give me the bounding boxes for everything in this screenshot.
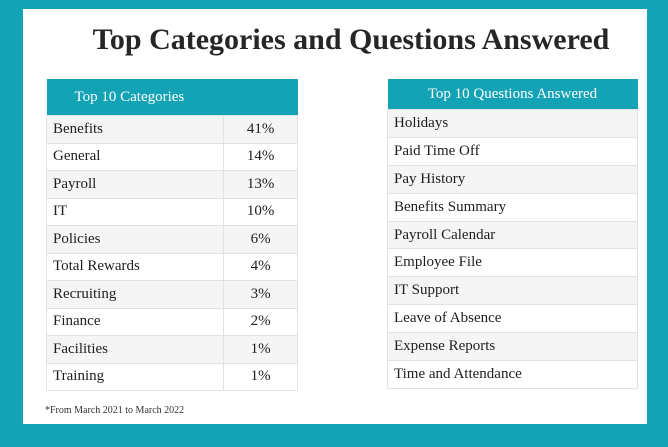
category-name: Benefits: [45, 115, 225, 144]
category-pct: 6%: [223, 225, 298, 254]
category-name: Facilities: [45, 335, 225, 364]
question-item: Paid Time Off: [387, 136, 638, 166]
categories-table: Top 10 Categories Benefits 41% General 14%…: [45, 79, 298, 391]
table-row: Recruiting 3%: [45, 280, 298, 309]
category-pct: 13%: [223, 170, 298, 199]
category-pct: 10%: [223, 197, 298, 226]
slide: Top Categories and Questions Answered To…: [23, 9, 647, 424]
table-row: Benefits Summary: [387, 192, 638, 222]
questions-header: Top 10 Questions Answered: [387, 79, 638, 110]
table-row: Facilities 1%: [45, 335, 298, 364]
table-row: Leave of Absence: [387, 304, 638, 334]
table-row: Time and Attendance: [387, 360, 638, 389]
category-name: Training: [45, 362, 225, 391]
category-pct: 1%: [223, 362, 298, 391]
table-row: Policies 6%: [45, 225, 298, 254]
table-row: Payroll Calendar: [387, 220, 638, 250]
question-item: Payroll Calendar: [387, 220, 638, 250]
question-item: Pay History: [387, 164, 638, 194]
page-title: Top Categories and Questions Answered: [92, 23, 610, 56]
footnote: *From March 2021 to March 2022: [45, 405, 185, 416]
table-row: Expense Reports: [387, 332, 638, 362]
category-name: Policies: [45, 225, 225, 254]
category-name: General: [45, 142, 225, 171]
question-item: Employee File: [387, 248, 638, 278]
table-row: Benefits 41%: [45, 115, 298, 144]
category-name: Total Rewards: [45, 252, 225, 281]
table-row: Training 1%: [45, 362, 298, 391]
questions-header-row: Top 10 Questions Answered: [387, 79, 638, 110]
question-item: Time and Attendance: [387, 360, 638, 389]
table-row: Employee File: [387, 248, 638, 278]
category-pct: 2%: [223, 307, 298, 336]
table-row: Holidays: [387, 109, 638, 138]
categories-header-row: Top 10 Categories: [46, 79, 298, 116]
questions-table: Top 10 Questions Answered Holidays Paid …: [387, 79, 638, 389]
table-row: Pay History: [387, 164, 638, 194]
table-row: IT 10%: [45, 197, 298, 226]
question-item: Expense Reports: [387, 332, 638, 362]
question-item: Benefits Summary: [387, 192, 638, 222]
table-row: Finance 2%: [45, 307, 298, 336]
category-name: Payroll: [45, 170, 225, 199]
category-pct: 1%: [223, 335, 298, 364]
table-row: Paid Time Off: [387, 136, 638, 166]
category-name: Recruiting: [45, 280, 225, 309]
category-pct: 3%: [223, 280, 298, 309]
table-row: Total Rewards 4%: [45, 252, 298, 281]
table-row: General 14%: [45, 142, 298, 171]
question-item: Holidays: [387, 109, 638, 138]
category-name: IT: [45, 197, 225, 226]
categories-header: Top 10 Categories: [46, 79, 224, 116]
categories-header-blank: [223, 79, 298, 116]
category-name: Finance: [45, 307, 225, 336]
category-pct: 41%: [223, 115, 298, 144]
category-pct: 4%: [223, 252, 298, 281]
category-pct: 14%: [223, 142, 298, 171]
question-item: Leave of Absence: [387, 304, 638, 334]
table-row: Payroll 13%: [45, 170, 298, 199]
question-item: IT Support: [387, 276, 638, 306]
table-row: IT Support: [387, 276, 638, 306]
